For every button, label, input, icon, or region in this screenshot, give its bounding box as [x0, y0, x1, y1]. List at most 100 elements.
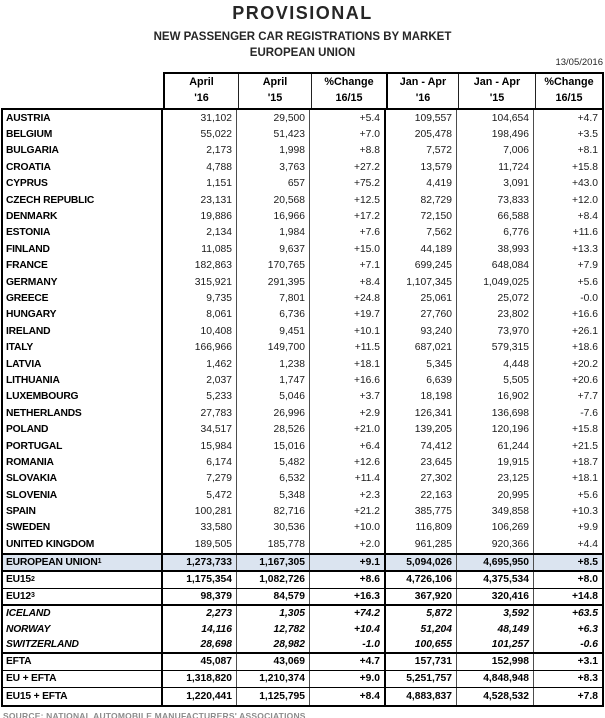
cell-jan-apr-16: 51,204: [386, 621, 457, 638]
cell-jan-apr-15: 61,244: [457, 437, 534, 455]
cell-pct-change-april: +2.3: [310, 486, 386, 504]
cell-jan-apr-15: 579,315: [457, 339, 534, 356]
row-label: ROMANIA: [3, 454, 163, 471]
col-header-april-15: April '15: [239, 74, 312, 108]
row-label-text: EU12: [6, 590, 31, 602]
cell-april-15: 5,348: [237, 486, 310, 504]
cell-jan-apr-16: 4,883,837: [386, 687, 457, 705]
cell-jan-apr-16: 25,061: [386, 290, 457, 307]
cell-april-16: 9,735: [163, 290, 237, 307]
row-label: FRANCE: [3, 257, 163, 274]
cell-pct-change-jan-apr: +18.7: [571, 456, 598, 468]
cell-pct-change-april: +11.5: [310, 339, 386, 356]
table-row: PORTUGAL 15,984 15,016 +6.4 74,412 61,244 +21.…: [3, 437, 602, 455]
row-label-text: ROMANIA: [6, 456, 54, 468]
cell-pct-change-april: +18.1: [310, 355, 386, 373]
cell-pct-change-jan-apr: +21.5: [571, 440, 598, 452]
cell-april-15: 149,700: [237, 339, 310, 356]
cell-pct-change-april: +16.3: [310, 588, 386, 604]
row-label: EU + EFTA: [3, 670, 163, 687]
cell-april-16: 1,273,733: [163, 554, 237, 570]
cell-april-15: 1,305: [237, 605, 310, 622]
cell-jan-apr-15: 320,416: [457, 588, 534, 604]
cell-april-16: 182,863: [163, 257, 237, 274]
cell-jan-apr-16: 126,341: [386, 405, 457, 422]
row-label: EU15 2: [3, 571, 163, 588]
cell-april-16: 14,116: [163, 621, 237, 638]
cell-jan-apr-16: 139,205: [386, 421, 457, 438]
cell-april-16: 34,517: [163, 421, 237, 438]
table-row: FRANCE 182,863 170,765 +7.1 699,245 648,084 +7…: [3, 257, 602, 274]
cell-jan-apr-16: 5,345: [386, 355, 457, 373]
cell-jan-apr-15: 66,588: [457, 208, 534, 225]
cell-jan-apr-15: 136,698: [457, 405, 534, 422]
cell-jan-apr-15: 23,125: [457, 470, 534, 487]
col-header-jan-apr-15: Jan - Apr '15: [459, 74, 536, 108]
row-label: BELGIUM: [3, 126, 163, 143]
cell-april-15: 30,536: [237, 519, 310, 537]
row-label: SWEDEN: [3, 519, 163, 537]
cell-jan-apr-16: 5,251,757: [386, 670, 457, 687]
cell-pct-change-april: -1.0: [310, 637, 386, 652]
table-header-row: April '16 April '15 %Change 16/15 Jan - Apr '16…: [163, 72, 604, 108]
row-label-text: LUXEMBOURG: [6, 391, 79, 403]
report-status-title: PROVISIONAL: [232, 3, 373, 23]
cell-jan-apr-15: 152,998: [457, 653, 534, 670]
col-header-line2: 16/15: [335, 92, 363, 104]
cell-april-15: 657: [237, 175, 310, 192]
cell-april-15: 7,801: [237, 290, 310, 307]
cell-pct-change-april: +9.1: [310, 554, 386, 570]
col-header-line2: '15: [489, 92, 505, 104]
cell-jan-apr-15: 648,084: [457, 257, 534, 274]
row-label: LITHUANIA: [3, 372, 163, 389]
table-row: CZECH REPUBLIC 23,131 20,568 +12.5 82,729 73,…: [3, 191, 602, 209]
cell-pct-change-jan-apr: +8.1: [577, 145, 598, 157]
cell-jan-apr-15: 349,858: [457, 503, 534, 520]
cell-jan-apr-16: 82,729: [386, 191, 457, 209]
cell-jan-apr-16: 13,579: [386, 159, 457, 176]
row-label: EU15 + EFTA: [3, 687, 163, 705]
cell-april-15: 1,984: [237, 224, 310, 242]
cell-pct-change-april: +7.6: [310, 224, 386, 242]
cell-pct-change-april: +2.0: [310, 536, 386, 553]
cell-april-15: 1,125,795: [237, 687, 310, 705]
row-label: LUXEMBOURG: [3, 388, 163, 406]
cell-pct-change-april: +2.9: [310, 405, 386, 422]
cell-april-15: 15,016: [237, 437, 310, 455]
table-body: AUSTRIA 31,102 29,500 +5.4 109,557 104,654 +4.…: [1, 108, 604, 707]
cell-jan-apr-16: 100,655: [386, 637, 457, 652]
row-label: SLOVENIA: [3, 486, 163, 504]
row-label: GREECE: [3, 290, 163, 307]
cell-jan-apr-15: 6,776: [457, 224, 534, 242]
cell-jan-apr-15: 1,049,025: [457, 273, 534, 291]
row-label-text: EU15: [6, 574, 31, 586]
row-label-text: GREECE: [6, 292, 49, 304]
cell-pct-change-jan-apr: +8.0: [577, 574, 598, 586]
table-row: ESTONIA 2,134 1,984 +7.6 7,562 6,776 +11.6: [3, 224, 602, 242]
cell-jan-apr-16: 93,240: [386, 323, 457, 340]
cell-jan-apr-15: 23,802: [457, 306, 534, 324]
col-header-line1: Jan - Apr: [473, 76, 521, 89]
cell-pct-change-april: +21.0: [310, 421, 386, 438]
cell-pct-change-jan-apr: +11.6: [572, 227, 598, 239]
cell-april-15: 43,069: [237, 653, 310, 670]
cell-april-15: 1,167,305: [237, 554, 310, 570]
row-label-text: PORTUGAL: [6, 440, 63, 452]
cell-pct-change-april: +8.8: [310, 142, 386, 160]
cell-pct-change-jan-apr: +8.3: [577, 673, 598, 685]
cell-jan-apr-16: 961,285: [386, 536, 457, 553]
cell-pct-change-april: +11.4: [310, 470, 386, 487]
cell-pct-change-april: +6.4: [310, 437, 386, 455]
row-label-text: DENMARK: [6, 211, 58, 223]
cell-pct-change-jan-apr: +12.0: [571, 194, 598, 206]
cell-april-16: 1,220,441: [163, 687, 237, 705]
cell-april-15: 6,532: [237, 470, 310, 487]
cell-april-16: 315,921: [163, 273, 237, 291]
cell-pct-change-april: +10.4: [310, 621, 386, 638]
cell-pct-change-april: +19.7: [310, 306, 386, 324]
cell-jan-apr-15: 4,528,532: [457, 687, 534, 705]
cell-pct-change-jan-apr: -7.6: [580, 407, 598, 419]
cell-pct-change-april: +8.4: [310, 273, 386, 291]
table-row: DENMARK 19,886 16,966 +17.2 72,150 66,588 +8.4: [3, 208, 602, 225]
